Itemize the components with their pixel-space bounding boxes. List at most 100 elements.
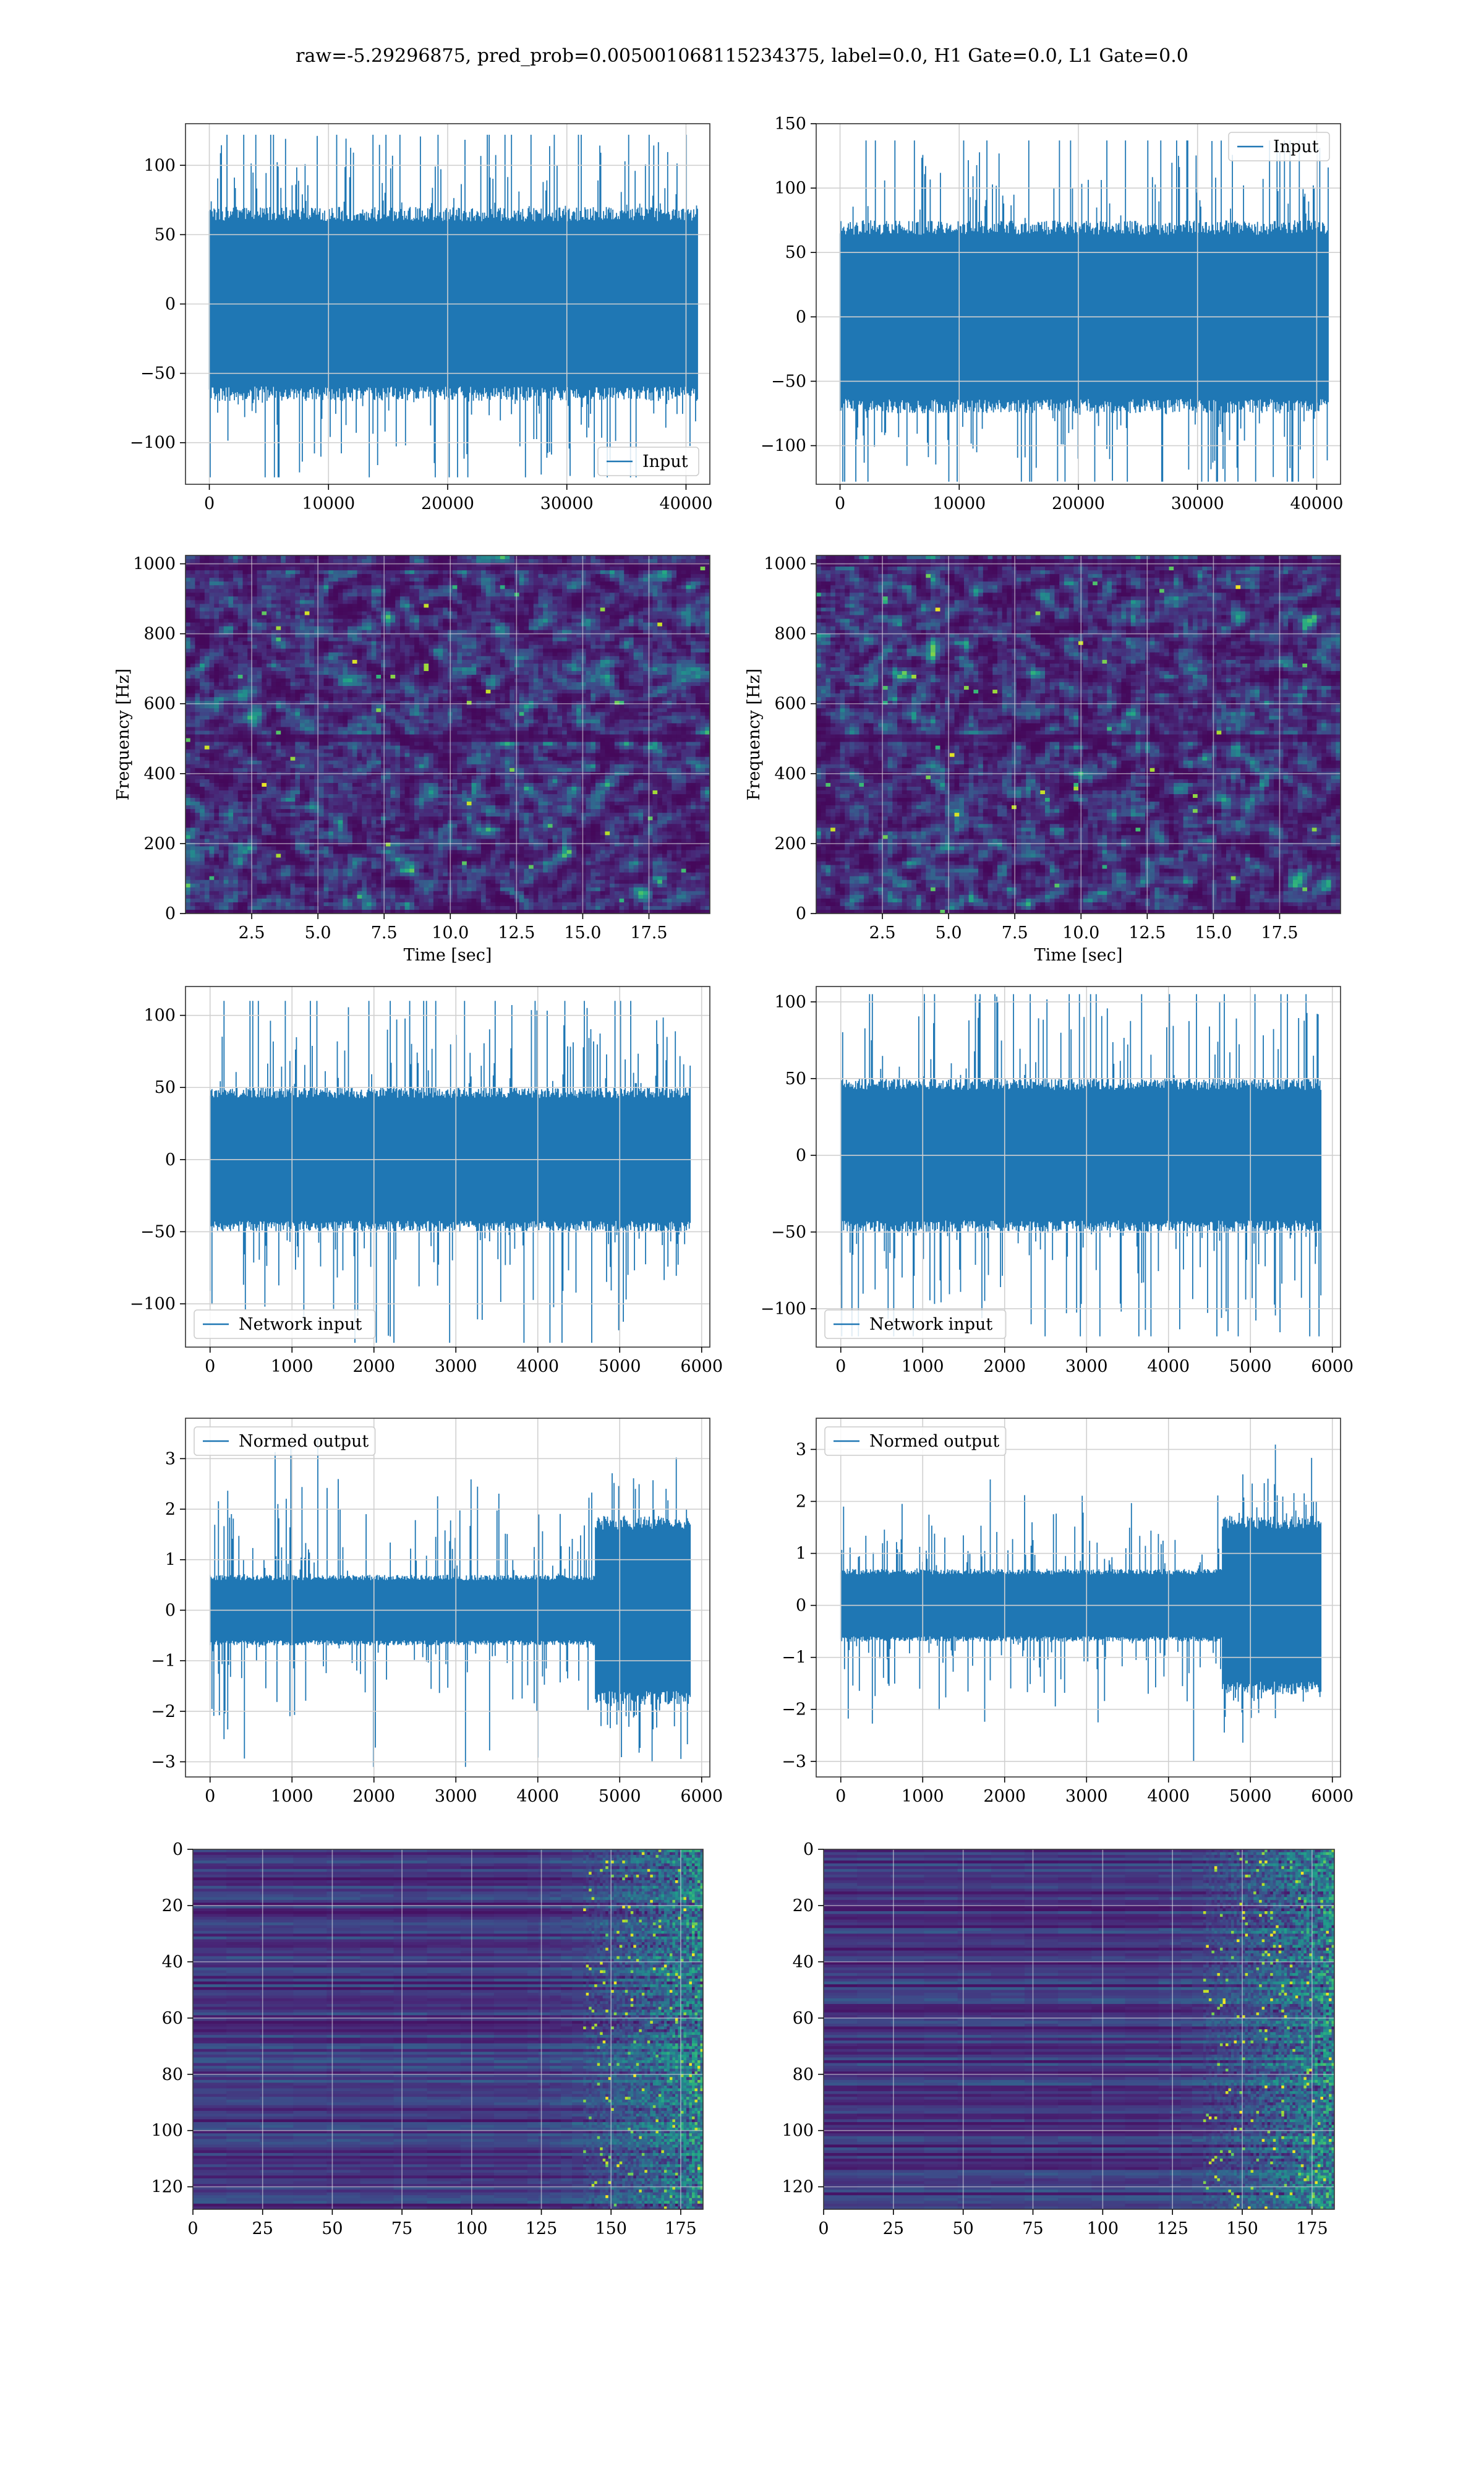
feature-map-h1-ytick-label: 80	[162, 2065, 183, 2084]
network-input-h1-plot-content	[186, 987, 710, 1347]
network-input-h1-xtick-label: 2000	[352, 1357, 395, 1376]
spectrogram-h1-ytick-label: 0	[165, 904, 176, 923]
normed-output-l1-xtick-label: 5000	[1229, 1787, 1272, 1806]
network-input-h1-ytick-label: 50	[155, 1078, 176, 1097]
network-input-l1-ytick-label: 0	[796, 1146, 806, 1165]
network-input-l1-ytick-label: −100	[761, 1299, 806, 1319]
normed-output-l1-axes: 0 1000 2000 3000 4000 5000 6000 −3 −2 −1 0 1 2 3 Norme…	[782, 1418, 1354, 1806]
spectrogram-l1-xtick-label: 7.5	[1002, 923, 1028, 943]
normed-output-h1-ytick-label: 1	[165, 1551, 176, 1570]
input-l1-ytick-label: 0	[796, 307, 806, 327]
normed-output-h1-ytick-label: −2	[151, 1702, 176, 1721]
spectrogram-l1-xlabel: Time [sec]	[1034, 946, 1123, 965]
network-input-l1-plot-content	[816, 987, 1341, 1347]
spectrogram-h1-ytick-label: 600	[143, 695, 176, 714]
feature-map-h1-xtick-label: 125	[526, 2219, 558, 2238]
normed-output-l1-xtick-label: 4000	[1147, 1787, 1190, 1806]
network-input-l1-legend-label: Network input	[869, 1315, 992, 1334]
input-h1-ytick-label: −100	[130, 434, 176, 453]
input-h1-plot-content	[186, 124, 710, 484]
spectrogram-l1-ylabel: Frequency [Hz]	[744, 669, 764, 800]
feature-map-l1-ytick-label: 100	[782, 2121, 814, 2141]
feature-map-h1-xtick-label: 175	[665, 2219, 697, 2238]
spectrogram-l1-xtick-label: 10.0	[1062, 923, 1099, 943]
feature-map-h1-ytick-label: 120	[151, 2178, 183, 2197]
normed-output-h1-xtick-label: 0	[205, 1787, 215, 1806]
normed-output-l1-plot-content	[816, 1418, 1341, 1777]
network-input-l1-axes: 0 1000 2000 3000 4000 5000 6000 −100 −50 0 50 100 Ne…	[761, 986, 1354, 1376]
normed-output-l1-legend: Normed output	[824, 1426, 1007, 1456]
normed-output-l1-ytick-label: −1	[782, 1648, 806, 1667]
input-l1-xtick-label: 30000	[1171, 494, 1224, 513]
input-h1-legend: Input	[597, 447, 699, 476]
spectrogram-l1-axes: 2.5 5.0 7.5 10.0 12.5 15.0 17.5 0 200 400 600 800 10…	[744, 555, 1341, 965]
network-input-l1-xtick-label: 1000	[902, 1357, 944, 1376]
normed-output-h1-xtick-label: 2000	[352, 1787, 395, 1806]
input-l1-legend-label: Input	[1273, 137, 1319, 156]
input-l1-ytick-label: −50	[771, 372, 806, 391]
feature-map-l1-ytick-label: 60	[793, 2009, 814, 2028]
network-input-l1-spines	[816, 986, 1341, 1348]
network-input-h1-spines	[185, 986, 710, 1348]
spectrogram-h1-ytick-label: 1000	[133, 555, 176, 574]
normed-output-l1-xtick-label: 1000	[902, 1787, 944, 1806]
feature-map-l1-xtick-label: 125	[1156, 2219, 1188, 2238]
spectrogram-h1-spines	[185, 555, 710, 914]
input-l1-legend-frame	[1228, 132, 1330, 161]
feature-map-h1-xtick-label: 100	[456, 2219, 488, 2238]
normed-output-h1-ytick-label: 3	[165, 1449, 176, 1468]
network-input-h1-xtick-label: 0	[205, 1357, 215, 1376]
spectrogram-h1-xtick-label: 17.5	[630, 923, 667, 943]
spectrogram-h1-ytick-label: 400	[143, 764, 176, 784]
input-h1-ytick-label: 50	[155, 225, 176, 244]
spectrogram-h1-ytick-label: 200	[143, 834, 176, 854]
network-input-l1-xtick-label: 5000	[1229, 1357, 1272, 1376]
feature-map-l1-ytick-label: 80	[793, 2065, 814, 2084]
normed-output-l1-ytick-label: 1	[796, 1544, 806, 1564]
normed-output-h1-xtick-label: 4000	[516, 1787, 559, 1806]
feature-map-h1-xtick-label: 50	[322, 2219, 343, 2238]
input-l1-xtick-label: 40000	[1290, 494, 1344, 513]
normed-output-l1-xtick-label: 2000	[983, 1787, 1026, 1806]
input-h1-ytick-label: 100	[143, 156, 176, 175]
spectrogram-h1-plot-content	[186, 555, 710, 914]
normed-output-l1-xtick-label: 3000	[1065, 1787, 1108, 1806]
feature-map-l1-xtick-label: 175	[1296, 2219, 1328, 2238]
input-l1-xtick-label: 0	[835, 494, 845, 513]
input-h1-ytick-label: 0	[165, 295, 176, 314]
input-h1-xtick-label: 0	[204, 494, 215, 513]
feature-map-l1-ytick-label: 40	[793, 1953, 814, 1972]
input-h1-xtick-label: 10000	[302, 494, 355, 513]
axes-layer: 0 10000 20000 30000 40000−100−50050100Input0…	[114, 114, 1354, 2238]
input-l1-plot-content	[816, 124, 1341, 484]
feature-map-h1-ytick-label: 0	[173, 1840, 183, 1859]
network-input-h1-legend-frame	[194, 1309, 376, 1339]
feature-map-l1-xtick-label: 25	[883, 2219, 904, 2238]
feature-map-l1-ytick-label: 0	[803, 1840, 814, 1859]
spectrogram-h1-xtick-label: 2.5	[239, 923, 265, 943]
normed-output-h1-legend-frame	[194, 1426, 376, 1456]
feature-map-l1-xtick-label: 50	[953, 2219, 974, 2238]
feature-map-h1-ytick-label: 40	[162, 1953, 183, 1972]
input-l1-ytick-label: −100	[761, 437, 806, 456]
normed-output-h1-legend: Normed output	[194, 1426, 376, 1456]
spectrogram-l1-xtick-label: 2.5	[869, 923, 896, 943]
feature-map-l1-plot-content	[824, 1849, 1334, 2209]
spectrogram-h1-xtick-label: 10.0	[432, 923, 469, 943]
input-l1-xtick-label: 10000	[932, 494, 986, 513]
network-input-h1-ytick-label: −50	[140, 1222, 176, 1241]
feature-map-l1-xtick-label: 100	[1087, 2219, 1119, 2238]
input-l1-axes: 0 10000 20000 30000 40000 −100 −50 0 50 100 150 Inp…	[761, 114, 1344, 513]
network-input-h1-ytick-label: 100	[143, 1006, 176, 1025]
normed-output-h1-ytick-label: 0	[165, 1601, 176, 1620]
feature-map-h1-ytick-label: 20	[162, 1896, 183, 1915]
network-input-l1-ytick-label: 100	[774, 993, 806, 1012]
network-input-h1-legend-label: Network input	[239, 1315, 362, 1334]
normed-output-l1-xtick-label: 0	[835, 1787, 846, 1806]
normed-output-h1-ytick-label: 2	[165, 1500, 176, 1519]
normed-output-l1-legend-frame	[824, 1426, 1007, 1456]
spectrogram-l1-xtick-label: 5.0	[936, 923, 962, 943]
spectrogram-l1-plot-content	[816, 555, 1341, 914]
input-h1-xtick-label: 30000	[540, 494, 594, 513]
spectrogram-h1-ylabel: Frequency [Hz]	[114, 669, 133, 800]
